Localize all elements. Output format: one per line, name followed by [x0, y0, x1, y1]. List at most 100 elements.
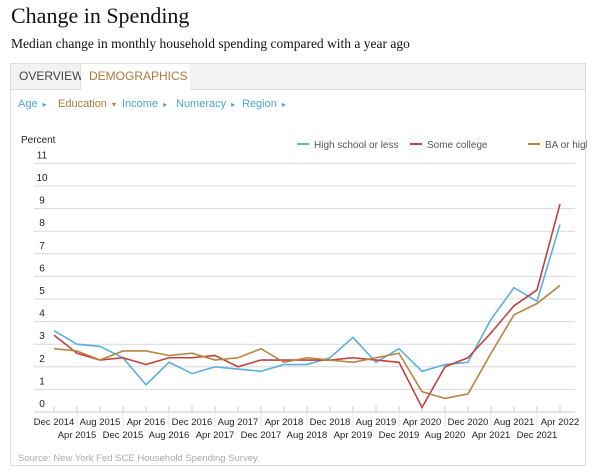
caret-right-icon: ▸	[42, 100, 47, 109]
filter-region[interactable]: Region ▸	[242, 98, 286, 110]
data-point[interactable]	[52, 347, 56, 351]
data-point[interactable]	[213, 354, 217, 358]
data-point[interactable]	[259, 358, 263, 362]
y-tick-label: 7	[39, 241, 45, 252]
y-tick-label: 11	[37, 150, 48, 161]
legend-label: High school or less	[314, 140, 398, 151]
x-tick-label: Dec 2021	[517, 430, 558, 441]
data-point[interactable]	[489, 351, 493, 355]
data-point[interactable]	[420, 390, 424, 394]
page-subtitle: Median change in monthly household spend…	[11, 36, 410, 51]
data-point[interactable]	[167, 354, 171, 358]
y-axis-label: Percent	[21, 135, 56, 146]
data-point[interactable]	[443, 365, 447, 369]
legend-label: Some college	[427, 140, 488, 151]
x-tick-label: Apr 2021	[472, 430, 511, 441]
data-point[interactable]	[259, 369, 263, 373]
data-point[interactable]	[236, 365, 240, 369]
y-tick-label: 1	[39, 376, 45, 387]
data-point[interactable]	[121, 356, 125, 360]
data-point[interactable]	[489, 317, 493, 321]
page-title: Change in Spending	[11, 3, 190, 28]
series-line-0	[53, 224, 561, 387]
filter-label: Region	[242, 98, 277, 110]
x-tick-label: Aug 2017	[218, 417, 259, 428]
y-tick-label: 5	[39, 286, 45, 297]
x-tick-label: Dec 2017	[241, 430, 282, 441]
data-point[interactable]	[167, 360, 171, 364]
caret-right-icon: ▸	[281, 100, 286, 109]
filter-numeracy[interactable]: Numeracy ▸	[176, 98, 235, 110]
x-tick-label: Apr 2015	[58, 430, 97, 441]
data-point[interactable]	[489, 331, 493, 335]
data-point[interactable]	[98, 344, 102, 348]
x-tick-label: Dec 2015	[103, 430, 144, 441]
tab-overview[interactable]: OVERVIEW	[11, 64, 83, 89]
data-point[interactable]	[397, 360, 401, 364]
legend-label: BA or higher	[545, 140, 587, 151]
data-point[interactable]	[420, 405, 424, 409]
data-point[interactable]	[190, 356, 194, 360]
data-point[interactable]	[259, 347, 263, 351]
filter-age[interactable]: Age ▸	[18, 98, 47, 110]
data-point[interactable]	[535, 288, 539, 292]
line-chart: Percent 0 1 2 3 4 5 6 7 8 9 10 11 Dec 2014 Apr 2015 Aug…	[21, 135, 587, 441]
x-tick-label: Apr 2019	[334, 430, 373, 441]
y-tick-label: 2	[39, 354, 45, 365]
data-point[interactable]	[466, 360, 470, 364]
data-point[interactable]	[374, 356, 378, 360]
data-point[interactable]	[420, 369, 424, 373]
data-point[interactable]	[75, 349, 79, 353]
filter-education[interactable]: Education ▾	[58, 98, 116, 110]
y-tick-label: 10	[36, 173, 48, 184]
data-point[interactable]	[190, 351, 194, 355]
data-point[interactable]	[512, 313, 516, 317]
data-point[interactable]	[535, 302, 539, 306]
filter-label: Income	[122, 98, 159, 110]
data-point[interactable]	[213, 365, 217, 369]
data-point[interactable]	[121, 349, 125, 353]
x-tick-label: Aug 2016	[149, 430, 190, 441]
data-point[interactable]	[305, 363, 309, 367]
data-point[interactable]	[190, 372, 194, 376]
data-point[interactable]	[213, 358, 217, 362]
data-point[interactable]	[351, 335, 355, 339]
data-point[interactable]	[52, 333, 56, 337]
x-tick-label: Aug 2015	[80, 417, 121, 428]
x-tick-label: Apr 2016	[127, 417, 166, 428]
data-point[interactable]	[397, 347, 401, 351]
x-tick-label: Dec 2019	[379, 430, 420, 441]
data-point[interactable]	[351, 356, 355, 360]
data-point[interactable]	[351, 360, 355, 364]
y-tick-label: 4	[39, 309, 45, 320]
data-point[interactable]	[466, 356, 470, 360]
filter-label: Numeracy	[176, 98, 227, 110]
data-point[interactable]	[144, 383, 148, 387]
filter-label: Age	[18, 98, 38, 110]
data-point[interactable]	[144, 363, 148, 367]
data-point[interactable]	[305, 356, 309, 360]
data-point[interactable]	[236, 356, 240, 360]
y-tick-label: 3	[39, 331, 45, 342]
data-point[interactable]	[144, 349, 148, 353]
x-tick-label: Dec 2020	[448, 417, 489, 428]
filter-income[interactable]: Income ▸	[122, 98, 167, 110]
y-tick-label: 9	[39, 196, 45, 207]
data-point[interactable]	[466, 392, 470, 396]
data-point[interactable]	[75, 342, 79, 346]
data-point[interactable]	[397, 351, 401, 355]
data-point[interactable]	[512, 304, 516, 308]
data-point[interactable]	[558, 202, 562, 206]
tab-demographics[interactable]: DEMOGRAPHICS	[81, 64, 190, 90]
data-point[interactable]	[282, 360, 286, 364]
tab-bar: OVERVIEW DEMOGRAPHICS	[11, 64, 585, 90]
x-tick-label: Apr 2018	[265, 417, 304, 428]
data-point[interactable]	[558, 283, 562, 287]
x-tick-label: Aug 2020	[425, 430, 466, 441]
data-point[interactable]	[558, 222, 562, 226]
data-point[interactable]	[443, 396, 447, 400]
data-point[interactable]	[52, 329, 56, 333]
data-point[interactable]	[512, 286, 516, 290]
data-point[interactable]	[328, 358, 332, 362]
data-point[interactable]	[98, 358, 102, 362]
